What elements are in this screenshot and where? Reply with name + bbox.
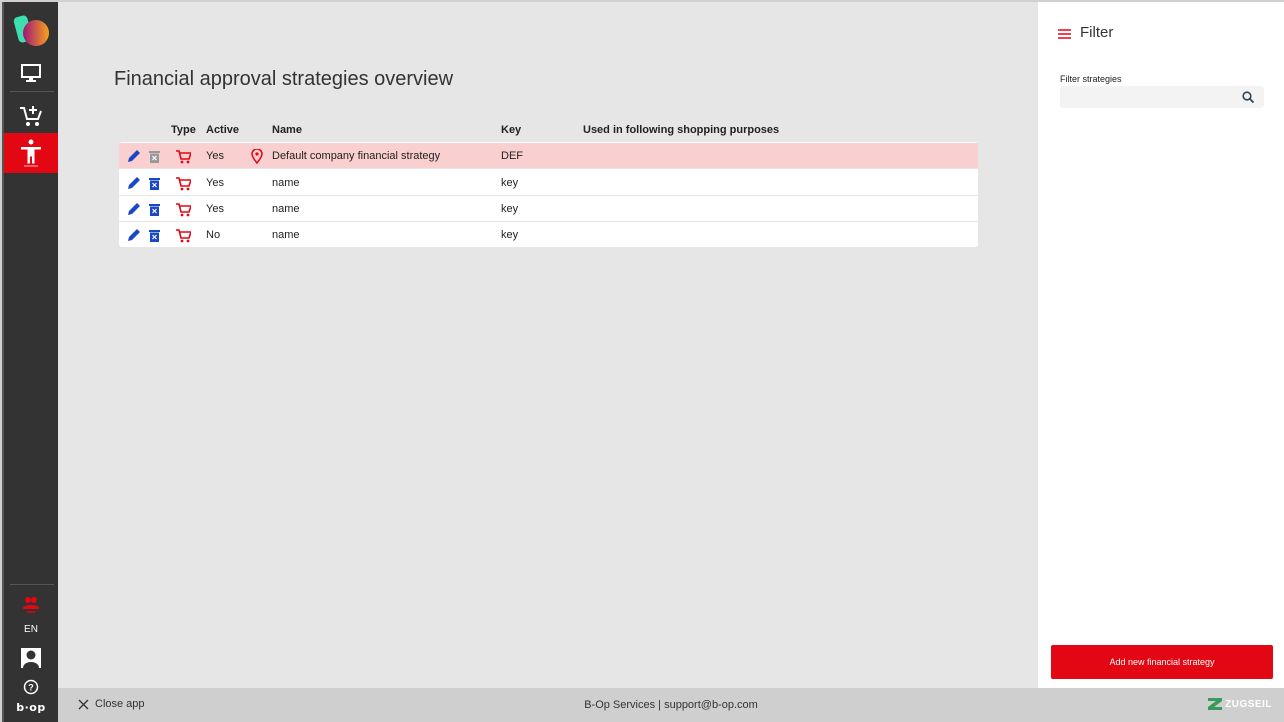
table-row[interactable]: Yes Default company financial strategy DEF [119,143,978,169]
column-name[interactable]: Name [272,124,302,136]
default-pin-icon [251,148,263,164]
name-cell: name [272,177,300,189]
cart-icon [176,202,191,216]
svg-text:?: ? [28,683,34,693]
team-button[interactable] [4,594,58,616]
strategies-table: Yes Default company financial strategy DEF… [119,142,978,247]
edit-icon [128,177,140,189]
add-new-strategy-button[interactable]: Add new financial strategy [1051,645,1273,679]
close-app-label: Close app [95,698,145,710]
accessibility-icon [21,139,41,167]
sidebar-item-accessibility[interactable] [4,133,58,173]
close-app-button[interactable]: Close app [78,698,145,710]
delete-icon [149,203,160,216]
brand-logo-text: b·op [16,701,46,714]
delete-icon [149,150,160,163]
key-cell: key [501,203,519,215]
logo-icon [13,15,49,46]
type-cell [175,222,191,248]
active-cell: Yes [206,150,224,162]
page-title: Financial approval strategies overview [114,68,454,90]
edit-icon [128,150,140,162]
footer: Close app B-Op Services | support@b-op.c… [58,688,1284,722]
sidebar: EN ? b·op [2,2,58,722]
help-button[interactable]: ? [4,678,58,696]
delete-icon [149,177,160,190]
edit-icon [128,203,140,215]
main-content: Financial approval strategies overview T… [58,2,1038,688]
edit-button[interactable] [127,196,141,222]
name-cell: Default company financial strategy [272,150,441,162]
panel-title: Filter [1080,24,1114,41]
column-type[interactable]: Type [171,124,196,136]
help-icon: ? [23,679,39,695]
edit-button[interactable] [127,143,141,169]
search-icon[interactable] [1242,91,1254,103]
type-cell [175,196,191,222]
cart-icon [176,176,191,190]
sidebar-item-cart-add[interactable] [4,102,58,130]
column-used[interactable]: Used in following shopping purposes [583,124,780,136]
type-cell [175,143,191,169]
menu-icon[interactable] [1058,29,1071,39]
close-icon [78,699,89,709]
delete-button[interactable] [149,222,160,248]
cart-icon [176,228,191,242]
monitor-icon [21,64,41,82]
delete-button[interactable] [149,196,160,222]
contact-info: B-Op Services | support@b-op.com [584,699,758,711]
table-row[interactable]: Yes name key [119,170,978,196]
edit-button[interactable] [127,222,141,248]
edit-button[interactable] [127,170,141,196]
cart-add-icon [20,106,42,126]
zugseil-logo: ZUGSEIL [1208,698,1272,710]
delete-button[interactable] [149,143,160,169]
avatar-icon [21,648,41,668]
app-logo[interactable] [4,14,58,48]
key-cell: key [501,177,519,189]
cart-icon [176,149,191,163]
table-row[interactable]: No name key [119,222,978,248]
filter-label: Filter strategies [1060,74,1122,84]
key-cell: key [501,229,519,241]
type-cell [175,170,191,196]
user-avatar[interactable] [4,647,58,669]
delete-icon [149,229,160,242]
language-selector[interactable]: EN [24,623,38,635]
column-key[interactable]: Key [501,124,522,136]
key-cell: DEF [501,150,523,162]
table-row[interactable]: Yes name key [119,196,978,222]
filter-panel: Filter Filter strategies Add new financi… [1038,2,1284,688]
team-icon [23,597,39,613]
active-cell: Yes [206,177,224,189]
edit-icon [128,229,140,241]
name-cell: name [272,229,300,241]
default-marker [251,143,263,169]
filter-strategies-input[interactable] [1060,86,1264,108]
brand-logo: b·op [4,700,58,716]
active-cell: No [206,229,221,241]
delete-button[interactable] [149,170,160,196]
active-cell: Yes [206,203,224,215]
name-cell: name [272,203,300,215]
zugseil-z-icon [1208,698,1223,710]
sidebar-item-monitor[interactable] [4,60,58,86]
column-active[interactable]: Active [206,124,240,136]
